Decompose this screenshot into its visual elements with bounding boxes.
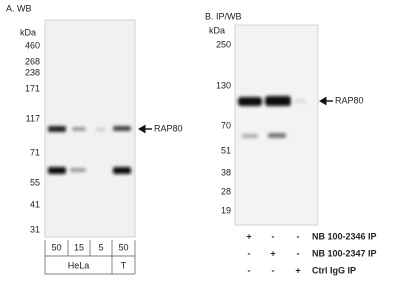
panel-title: B. IP/WB (205, 11, 242, 21)
target-label: RAP80 (335, 95, 364, 105)
group-label: HeLa (68, 260, 90, 270)
marker-label: 38 (221, 167, 231, 177)
marker-label: 268 (25, 56, 40, 66)
marker-label: 28 (221, 186, 231, 196)
unit-label: kDa (209, 25, 225, 35)
panel-title: A. WB (6, 3, 32, 13)
lane-label: 15 (74, 242, 84, 252)
marker-label: 19 (221, 205, 231, 215)
blot-b (234, 24, 319, 226)
marker-label: 55 (30, 177, 40, 187)
ip-sign: - (297, 248, 300, 258)
ip-sign: - (297, 231, 300, 241)
target-label: RAP80 (154, 123, 183, 133)
marker-label: 238 (25, 67, 40, 77)
marker-label: 51 (221, 145, 231, 155)
marker-label: 71 (30, 147, 40, 157)
ip-sign: - (248, 248, 251, 258)
group-label: T (121, 260, 127, 270)
marker-label: 250 (216, 39, 231, 49)
ip-sign: + (246, 231, 251, 241)
ip-sign: - (248, 265, 251, 275)
marker-label: 31 (30, 224, 40, 234)
ip-sign: - (272, 231, 275, 241)
marker-label: 171 (25, 83, 40, 93)
lane-label: 5 (98, 242, 103, 252)
ip-label: Ctrl IgG IP (312, 265, 356, 275)
lane-table-a (44, 240, 136, 275)
arrows (138, 96, 333, 134)
ip-label: NB 100-2347 IP (312, 248, 377, 258)
ip-sign: + (295, 265, 300, 275)
marker-label: 117 (26, 113, 40, 123)
lane-label: 50 (51, 242, 61, 252)
bands-b (238, 96, 306, 138)
unit-label: kDa (20, 27, 36, 37)
marker-label: 41 (30, 199, 40, 209)
bands-a (48, 126, 131, 174)
marker-label: 70 (221, 120, 231, 130)
ip-sign: - (272, 265, 275, 275)
marker-label: 460 (25, 40, 40, 50)
ip-label: NB 100-2346 IP (312, 231, 377, 241)
lane-label: 50 (118, 242, 128, 252)
marker-label: 130 (216, 80, 231, 90)
ip-sign: + (270, 248, 275, 258)
